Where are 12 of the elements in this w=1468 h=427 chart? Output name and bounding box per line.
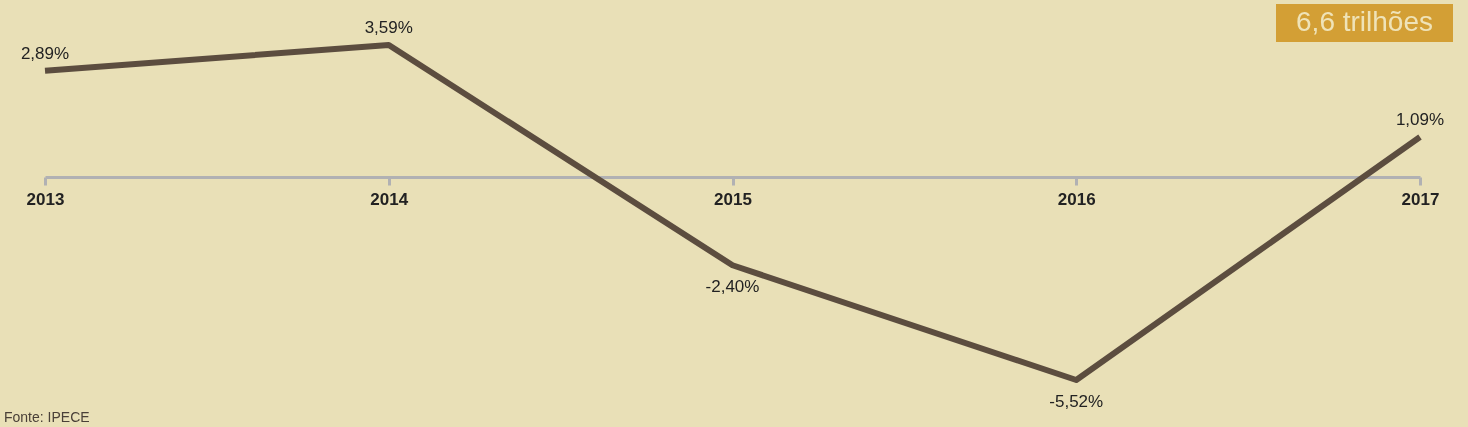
x-tick-label: 2015 (714, 189, 752, 209)
data-label: 2,89% (20, 43, 70, 63)
data-label: 1,09% (1395, 109, 1445, 129)
data-label: -5,52% (1049, 392, 1104, 411)
x-tick-label: 2017 (1401, 189, 1440, 209)
x-tick-label: 2013 (26, 189, 65, 209)
x-tick-label: 2016 (1057, 189, 1096, 209)
text: 6,6 trilhões (1276, 4, 1453, 42)
data-label: 3,59% (364, 18, 413, 37)
data-label: -2,40% (705, 277, 760, 297)
x-tick-label: 2014 (370, 189, 409, 209)
source-note: Fonte: IPECE (4, 409, 90, 425)
